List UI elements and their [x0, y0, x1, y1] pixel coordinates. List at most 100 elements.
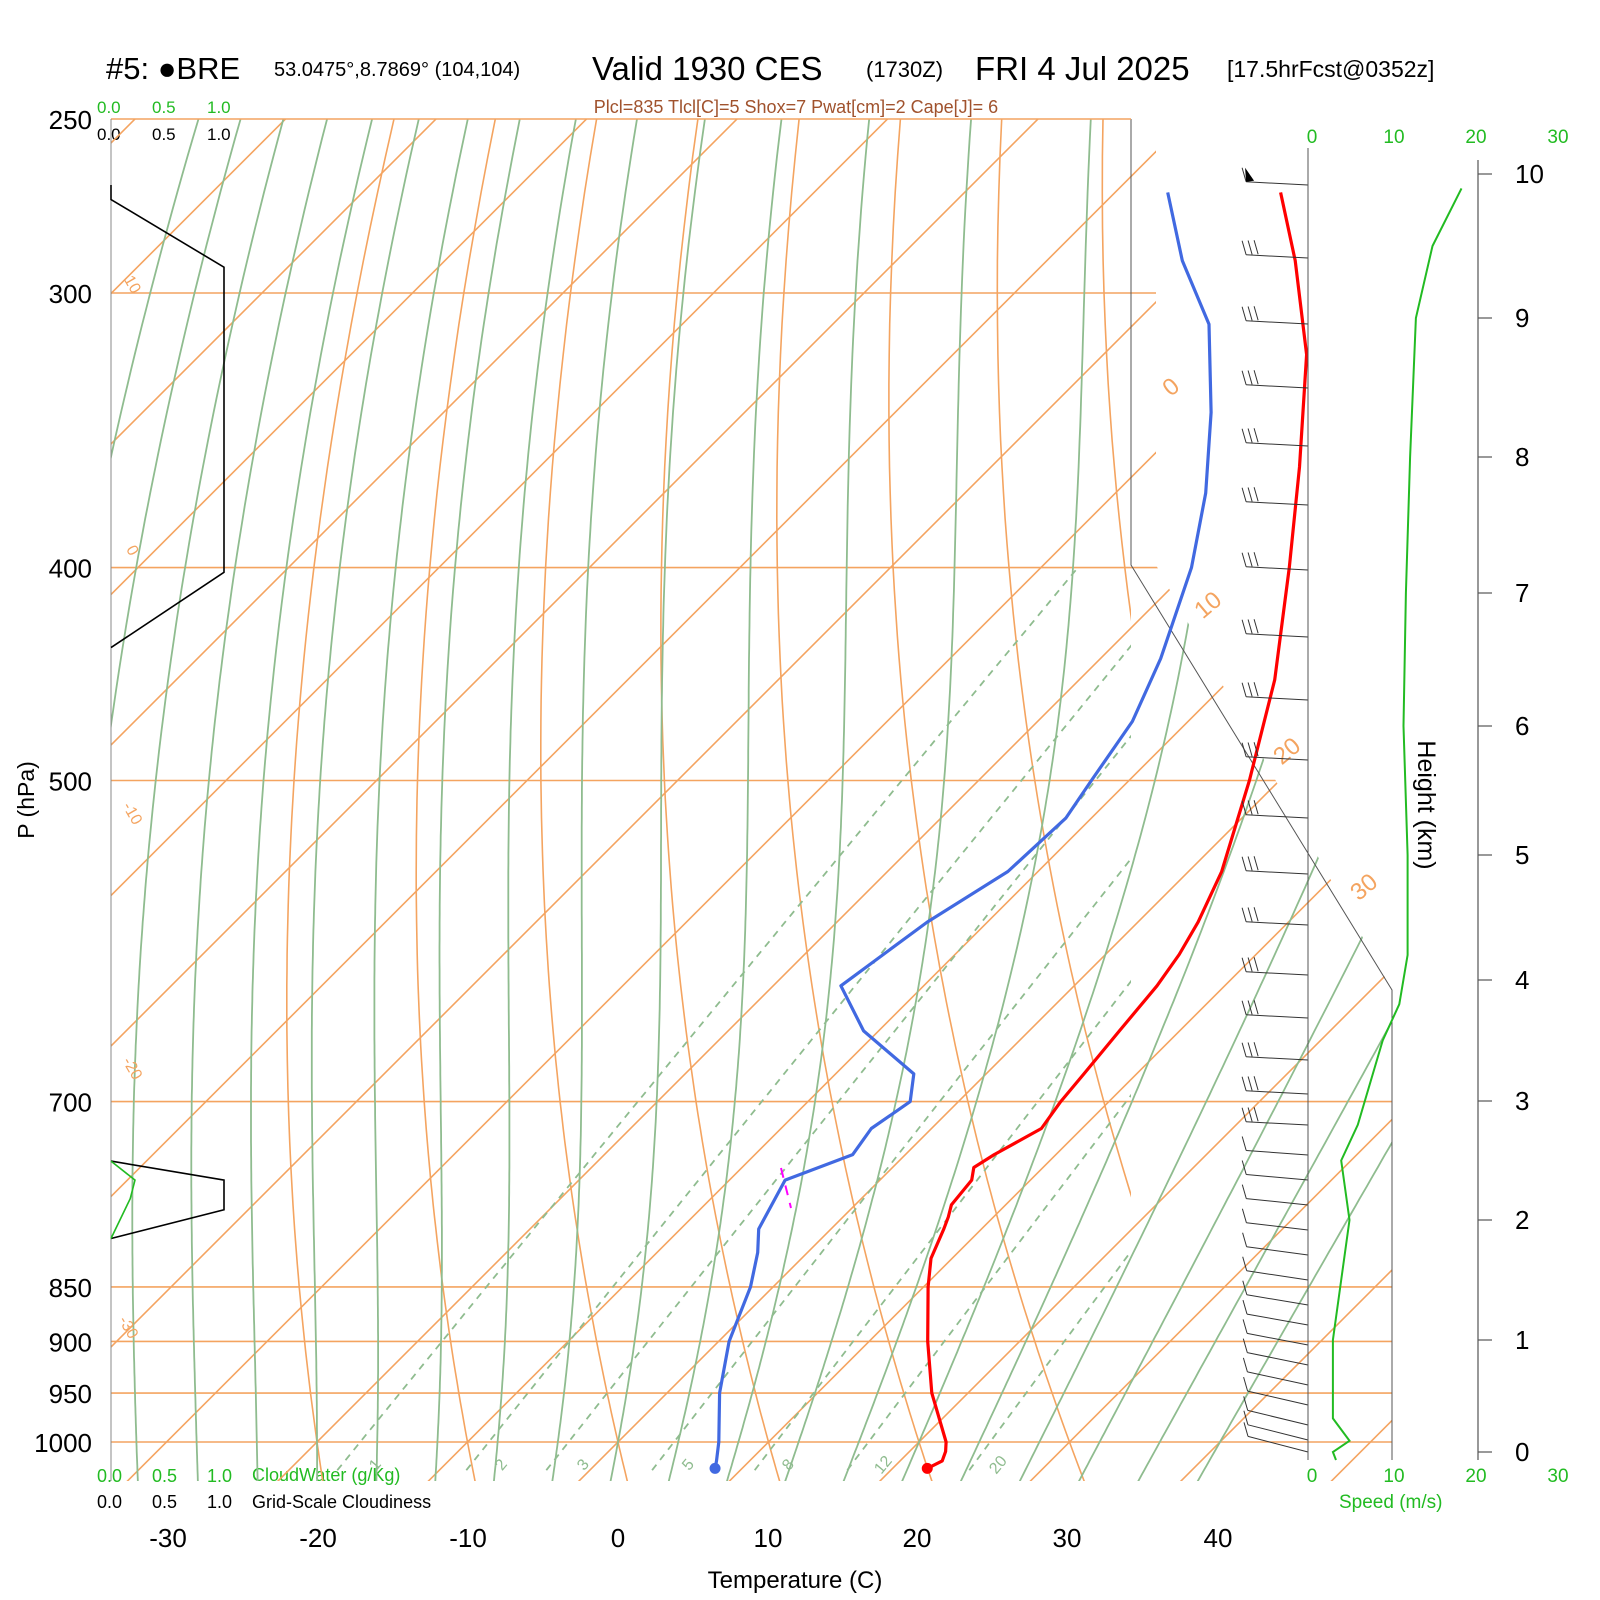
wind-barb-feather	[1253, 1000, 1259, 1015]
wind-barb	[1241, 856, 1309, 875]
wind-barb	[1241, 682, 1309, 701]
cloud-scale-bottom: 0.0 0.5 1.0 CloudWater (g/Kg) 0.0 0.5 1.…	[97, 1465, 431, 1512]
wind-barb	[1241, 240, 1309, 259]
moist-adiabat	[1069, 119, 1392, 1481]
wind-barb	[1243, 1376, 1309, 1406]
isotherm	[1172, 119, 1392, 1481]
wind-barb	[1241, 1208, 1309, 1231]
wind-barb-staff	[1247, 1352, 1309, 1366]
wind-barb-feather	[1241, 800, 1247, 815]
cloudwater-scale-top-0: 0.0	[97, 98, 121, 117]
mixing-ratio-line	[753, 979, 1131, 1471]
pressure-tick-label: 1000	[34, 1428, 92, 1458]
isotherm	[111, 119, 928, 1481]
wind-barb-feather	[1241, 856, 1247, 871]
isotherm	[111, 119, 1229, 1481]
wind-barb-feather	[1242, 1299, 1248, 1315]
wind-barb-feather	[1247, 800, 1253, 815]
moist-adiabat	[548, 119, 638, 1481]
height-tick-label: 1	[1515, 1325, 1529, 1355]
wind-barb-feather	[1253, 619, 1259, 634]
isotherm	[111, 119, 476, 1481]
cloud-scale-top: 0.0 0.5 1.0 0.0 0.5 1.0	[97, 98, 231, 144]
isotherm	[111, 119, 1078, 1481]
wind-barb-feather	[1241, 428, 1247, 443]
wind-barb-staff	[1247, 1390, 1309, 1406]
wind-barb	[1241, 552, 1309, 571]
wind-barb	[1241, 907, 1309, 926]
wind-barb-feather	[1243, 1410, 1249, 1425]
wind-barb-feather	[1241, 957, 1247, 972]
temperature-tick-label: -10	[449, 1523, 487, 1553]
wind-barb-feather	[1242, 1319, 1248, 1334]
wind-scale-bottom-tick: 20	[1465, 1466, 1486, 1487]
dewpoint-surface-dot	[709, 1462, 721, 1474]
wind-barb-staff	[1246, 633, 1309, 638]
wind-barb-staff	[1246, 566, 1309, 571]
wind-barb-feather	[1241, 1042, 1247, 1057]
mixing-ratio-line	[336, 566, 1079, 1471]
pressure-tick-label: 700	[49, 1088, 92, 1118]
wind-barb-feather	[1241, 240, 1247, 255]
wind-barb-staff	[1246, 1222, 1309, 1231]
wind-barb-feather	[1253, 1107, 1259, 1122]
wind-barb	[1241, 1042, 1309, 1061]
height-tick-label: 5	[1515, 840, 1529, 870]
temperature-axis: -30 -20 -10 0 10 20 30 40	[149, 1523, 1232, 1553]
mixing-ratio-label: 20	[986, 1453, 1011, 1478]
temperature-tick-label: 0	[611, 1523, 625, 1553]
moist-adiabat	[1187, 119, 1392, 1481]
moist-adiabat	[111, 119, 200, 1481]
height-axis: 0 1 2 3 4 5 6 7 8 9 10	[1477, 159, 1544, 1467]
wind-barb	[1242, 1280, 1309, 1306]
station-coords: 53.0475°,8.7869° (104,104)	[274, 59, 520, 81]
isotherm-label: -10	[119, 799, 145, 828]
wind-barb-feather	[1241, 1107, 1247, 1122]
wind-barb-staff	[1246, 814, 1309, 819]
moist-adiabat	[721, 119, 871, 1481]
wind-barb-feather	[1241, 1160, 1247, 1175]
wind-scale-top-tick: 30	[1547, 127, 1568, 148]
wind-barb-feather	[1241, 619, 1247, 634]
isotherm-label: 10	[120, 273, 144, 297]
height-tick-label: 2	[1515, 1205, 1529, 1235]
wind-barb	[1243, 1396, 1309, 1426]
isotherm	[111, 119, 627, 1481]
wind-barb	[1241, 619, 1309, 638]
dry-adiabat	[660, 119, 781, 1481]
mixing-ratio-label: 3	[574, 1456, 593, 1474]
wind-barb-feather	[1247, 1000, 1253, 1015]
wind-barb	[1241, 306, 1309, 325]
dry-adiabat	[285, 119, 395, 1481]
parcel-path	[780, 1167, 792, 1209]
dry-adiabat	[1504, 80, 1600, 1498]
isotherm-label: 20	[1268, 732, 1306, 770]
wind-barb-feather	[1247, 428, 1253, 443]
wind-barb-feather	[1253, 682, 1259, 697]
wind-barb-feather	[1241, 1076, 1247, 1091]
cloudwater-scale-top-1: 0.5	[152, 98, 176, 117]
isotherm	[721, 119, 1392, 1481]
wind-barb-staff	[1246, 1313, 1309, 1326]
wind-barb	[1241, 428, 1309, 447]
wind-barb-staff	[1247, 1332, 1309, 1346]
date-label: FRI 4 Jul 2025	[975, 50, 1190, 87]
wind-barb-staff	[1247, 1435, 1309, 1453]
wind-barb	[1241, 742, 1309, 761]
temperature-surface-dot	[921, 1462, 933, 1474]
wind-barb-feather	[1253, 957, 1259, 972]
isotherm	[119, 119, 1392, 1481]
wind-barb	[1241, 1184, 1309, 1206]
wind-barb	[1242, 1319, 1309, 1346]
wind-barb-feather	[1243, 1422, 1249, 1437]
wind-barb-staff	[1246, 971, 1309, 976]
wind-barb-feather	[1242, 1338, 1248, 1353]
pressure-tick-label: 300	[49, 279, 92, 309]
wind-barb-staff	[1246, 181, 1309, 186]
wind-barb	[1243, 1410, 1309, 1441]
isotherm	[570, 119, 1392, 1481]
wind-barb	[1241, 1136, 1309, 1156]
wind-barb-staff	[1246, 1294, 1309, 1306]
wind-barb-feather	[1253, 856, 1259, 871]
